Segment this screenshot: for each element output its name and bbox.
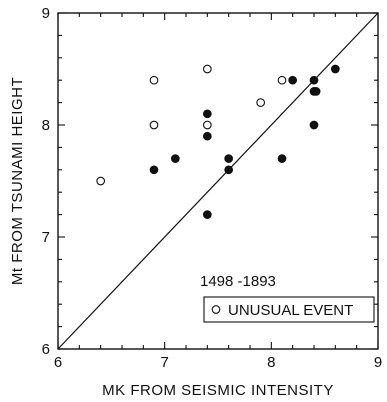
filled-point	[170, 154, 180, 163]
filled-point	[277, 154, 287, 163]
legend-marker	[211, 305, 221, 314]
open-point	[149, 120, 159, 130]
open-point	[202, 64, 212, 74]
legend-label: UNUSUAL EVENT	[228, 302, 353, 319]
axes-frame	[57, 12, 379, 350]
open-point	[202, 120, 212, 130]
open-point	[256, 98, 266, 107]
x-tick-label: 8	[267, 354, 275, 371]
filled-point	[202, 131, 212, 141]
filled-point	[149, 165, 159, 175]
tick-marks	[57, 12, 379, 350]
period-annotation: 1498 -1893	[200, 273, 276, 290]
filled-point	[202, 210, 212, 219]
filled-point	[309, 120, 319, 130]
reference-line	[57, 12, 379, 350]
x-tick-label: 7	[160, 354, 168, 371]
filled-point	[202, 109, 212, 119]
open-point	[96, 176, 106, 186]
filled-point	[311, 87, 321, 96]
x-axis-title: MK FROM SEISMIC INTENSITY	[102, 382, 334, 399]
open-point	[277, 75, 287, 85]
y-tick-label: 6	[42, 341, 50, 358]
y-tick-label: 8	[42, 117, 50, 134]
plot-frame	[57, 12, 379, 350]
legend: UNUSUAL EVENT	[203, 296, 375, 323]
filled-point	[330, 64, 340, 74]
y-tick-label: 9	[42, 5, 50, 22]
legend-box	[203, 296, 375, 323]
open-point	[149, 75, 159, 85]
y-axis-title: Mt FROM TSUNAMI HEIGHT	[9, 77, 26, 285]
filled-point	[224, 165, 234, 175]
filled-point	[309, 75, 319, 85]
y-tick-label: 7	[42, 229, 50, 246]
tick-labels: 6 7 8 9 6 7 8 9	[42, 5, 383, 371]
x-tick-label: 6	[54, 354, 62, 371]
filled-point	[224, 154, 234, 163]
filled-point	[288, 75, 298, 85]
data-points	[96, 64, 340, 219]
x-tick-label: 9	[374, 354, 382, 371]
one-to-one-line	[57, 12, 379, 350]
